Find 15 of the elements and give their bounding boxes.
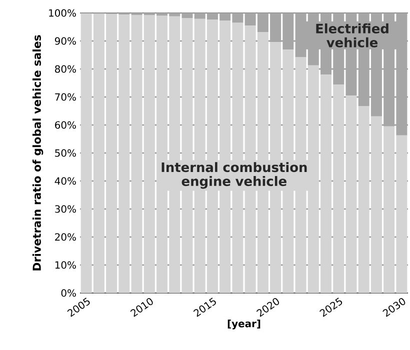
x-axis-title: [year] bbox=[228, 320, 260, 330]
y-tick-label: 80% bbox=[55, 65, 76, 73]
y-axis-title: Drivetrain ratio of global vehicle sales bbox=[32, 35, 44, 270]
y-tick-label: 50% bbox=[55, 149, 76, 157]
series-label: Electrified vehicle bbox=[316, 23, 388, 48]
y-tick-label: 70% bbox=[55, 93, 76, 101]
y-tick-label: 100% bbox=[49, 9, 76, 17]
y-tick-label: 20% bbox=[55, 233, 76, 241]
y-tick-label: 10% bbox=[55, 261, 76, 269]
y-tick-label: 40% bbox=[54, 177, 76, 185]
y-tick-label: 90% bbox=[54, 37, 76, 45]
y-tick-label: 30% bbox=[55, 205, 76, 213]
y-tick-label: 60% bbox=[55, 121, 76, 129]
y-tick-label: 0% bbox=[61, 289, 76, 297]
series-label: Internal combustion engine vehicle bbox=[162, 162, 307, 189]
